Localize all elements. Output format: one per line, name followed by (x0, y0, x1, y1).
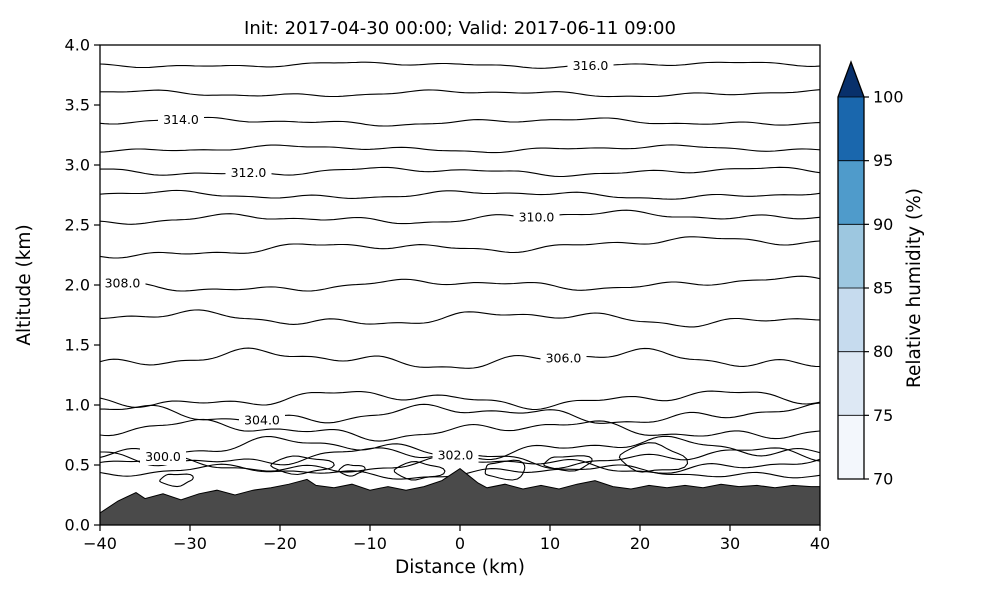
colorbar-segment (838, 415, 864, 480)
colorbar-tick-label: 95 (873, 151, 893, 170)
contour-label: 314.0 (163, 112, 199, 127)
x-tick-label: −30 (173, 534, 207, 553)
x-tick-label: −10 (353, 534, 387, 553)
x-tick-label: 0 (455, 534, 465, 553)
contour-line (100, 116, 820, 127)
plot-title: Init: 2017-04-30 00:00; Valid: 2017-06-1… (244, 18, 676, 39)
contour-label-layer: 300.0 302.0 304.0 306.0 308.0 310.0 312.0 314.0… (100, 56, 614, 466)
contour-label-mask (513, 208, 560, 226)
colorbar-tick-label: 85 (873, 279, 893, 298)
contour-closed-loop (338, 464, 366, 477)
contour-line (100, 209, 820, 225)
y-tick-label: 2.0 (65, 276, 90, 295)
x-tick-label: −40 (83, 534, 117, 553)
y-tick-label: 0.5 (65, 456, 90, 475)
contour-closed-loop (270, 455, 335, 476)
contour-line (100, 144, 820, 154)
x-tick-label: 30 (720, 534, 740, 553)
colorbar-outline (837, 60, 865, 480)
contour-label-mask (432, 446, 479, 464)
contour-label: 316.0 (573, 58, 609, 73)
x-axis-label: Distance (km) (395, 557, 525, 578)
contour-label-mask (540, 349, 587, 367)
contour-layer (100, 61, 820, 488)
contour-line (100, 402, 820, 424)
plot-render-root: 300.0 302.0304.0306.0308.0310.0312.0314.0… (65, 36, 904, 554)
contour-label-mask (239, 411, 285, 429)
x-tick-label: −20 (263, 534, 297, 553)
y-tick-label: 1.0 (65, 396, 90, 415)
y-tick-label: 1.5 (65, 336, 90, 355)
y-tick-label: 4.0 (65, 36, 90, 55)
contour-closed-loop (618, 442, 689, 473)
y-tick-label: 3.0 (65, 156, 90, 175)
colorbar-tick-label: 70 (873, 470, 893, 489)
colorbar-tick-label: 80 (873, 342, 893, 361)
tick-layer (94, 44, 821, 531)
x-tick-label: 20 (630, 534, 650, 553)
contour-label: 300.0 (145, 449, 181, 464)
y-axis-label: Altitude (km) (14, 224, 35, 345)
x-tick-label: 10 (540, 534, 560, 553)
contour-label-mask (158, 110, 204, 128)
contour-line (100, 418, 820, 442)
y-tick-label: 3.5 (65, 96, 90, 115)
contour-label: 306.0 (546, 351, 582, 366)
contour-line (100, 236, 820, 259)
contour-line (100, 309, 820, 328)
y-tick-label: 2.5 (65, 216, 90, 235)
contour-label: 308.0 (105, 275, 141, 290)
contour-line (100, 166, 820, 178)
contour-line (100, 347, 820, 369)
colorbar-tick-label: 90 (873, 215, 893, 234)
contour-line (100, 61, 820, 69)
x-tick-label: 40 (810, 534, 830, 553)
contour-label: 304.0 (244, 412, 280, 427)
y-tick-label: 0.0 (65, 516, 90, 535)
contour-line (100, 275, 820, 292)
colorbar: 70 75 80 85 90 95 100 (837, 60, 904, 489)
contour-closed-loop (543, 455, 593, 472)
colorbar-segment (838, 224, 864, 289)
colorbar-label: Relative humidity (%) (904, 188, 925, 388)
contour-label: 312.0 (231, 165, 267, 180)
colorbar-segment (838, 351, 864, 416)
contour-closed-loop (393, 461, 446, 481)
contour-label: 310.0 (519, 210, 555, 225)
contour-label-mask (140, 448, 186, 466)
colorbar-extend-arrow (838, 62, 864, 97)
contour-line (100, 89, 820, 98)
colorbar-segment (838, 97, 864, 162)
contour-closed-loop (159, 473, 194, 488)
colorbar-tick-label: 75 (873, 406, 893, 425)
contour-label-mask (567, 56, 614, 74)
contour-label-mask (100, 274, 146, 292)
contour-closed-loop (484, 459, 526, 481)
terrain-silhouette (100, 467, 820, 525)
colorbar-tick-label: 100 (873, 88, 904, 107)
contour-label-mask (225, 163, 272, 181)
contour-line (100, 390, 820, 411)
colorbar-segment (838, 160, 864, 225)
colorbar-segment (838, 288, 864, 353)
contour-line (100, 189, 820, 200)
contour-label: 302.0 (438, 448, 474, 463)
